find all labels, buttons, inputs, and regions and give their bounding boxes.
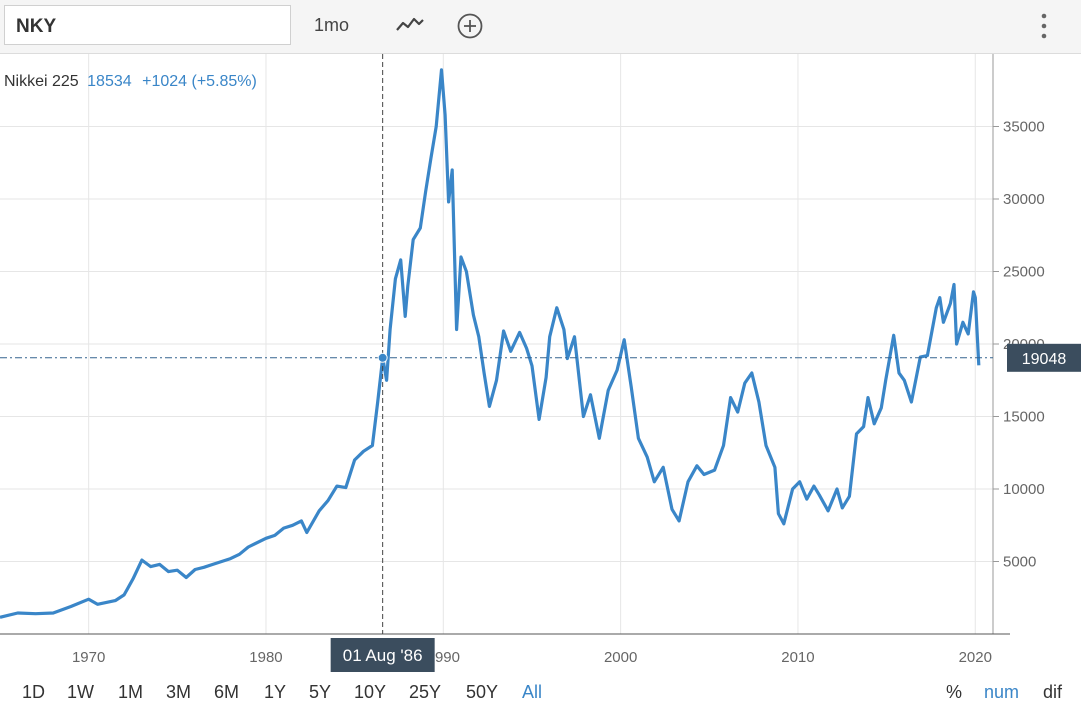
range-6m[interactable]: 6M — [214, 682, 240, 702]
x-tick-label: 2010 — [781, 649, 814, 666]
mode-percent[interactable]: % — [946, 682, 963, 702]
legend-change: +1024 (+5.85%) — [142, 73, 257, 90]
range-1m[interactable]: 1M — [118, 682, 144, 702]
toolbar: NKY 1mo — [0, 0, 1081, 54]
y-tick-label: 5000 — [1003, 554, 1036, 571]
range-25y[interactable]: 25Y — [409, 682, 442, 702]
mode-dif[interactable]: dif — [1043, 682, 1063, 702]
y-tick-label: 25000 — [1003, 264, 1045, 281]
x-tick-label: 2020 — [959, 649, 992, 666]
chart-area[interactable]: 1970198019902000201020205000100001500020… — [0, 54, 1081, 674]
y-tick-label: 35000 — [1003, 119, 1045, 136]
price-label-box — [1007, 343, 1081, 372]
range-5y[interactable]: 5Y — [309, 682, 332, 702]
date-label-box — [330, 638, 435, 672]
range-50y[interactable]: 50Y — [466, 682, 499, 702]
range-1d[interactable]: 1D — [22, 682, 46, 702]
series-line — [0, 68, 981, 619]
range-3m[interactable]: 3M — [166, 682, 192, 702]
legend: Nikkei 225 18534 +1024 (+5.85%) — [4, 73, 257, 91]
interval-selector[interactable]: 1mo — [314, 15, 350, 35]
y-tick-label: 10000 — [1003, 481, 1045, 498]
date-label: 01 Aug '86 — [343, 646, 423, 665]
line-chart-icon[interactable] — [395, 14, 425, 36]
x-tick-label: 1970 — [72, 649, 105, 666]
range-1y[interactable]: 1Y — [264, 682, 287, 702]
legend-name: Nikkei 225 — [4, 73, 79, 90]
y-tick-label: 30000 — [1003, 191, 1045, 208]
y-tick-label: 15000 — [1003, 409, 1045, 426]
range-all[interactable]: All — [522, 682, 543, 702]
range-10y[interactable]: 10Y — [354, 682, 387, 702]
crosshair-marker — [377, 352, 388, 363]
price-chart[interactable]: 1970198019902000201020205000100001500020… — [0, 54, 1081, 674]
symbol-input[interactable]: NKY — [4, 5, 291, 45]
plus-circle-icon[interactable] — [456, 12, 484, 40]
price-label: 19048 — [1022, 351, 1067, 368]
x-tick-label: 2000 — [604, 649, 637, 666]
kebab-menu-icon[interactable] — [1036, 12, 1052, 42]
legend-value: 18534 — [87, 73, 132, 90]
mode-num[interactable]: num — [984, 682, 1020, 702]
x-tick-label: 1990 — [427, 649, 460, 666]
range-1w[interactable]: 1W — [67, 682, 94, 702]
x-tick-label: 1980 — [249, 649, 282, 666]
